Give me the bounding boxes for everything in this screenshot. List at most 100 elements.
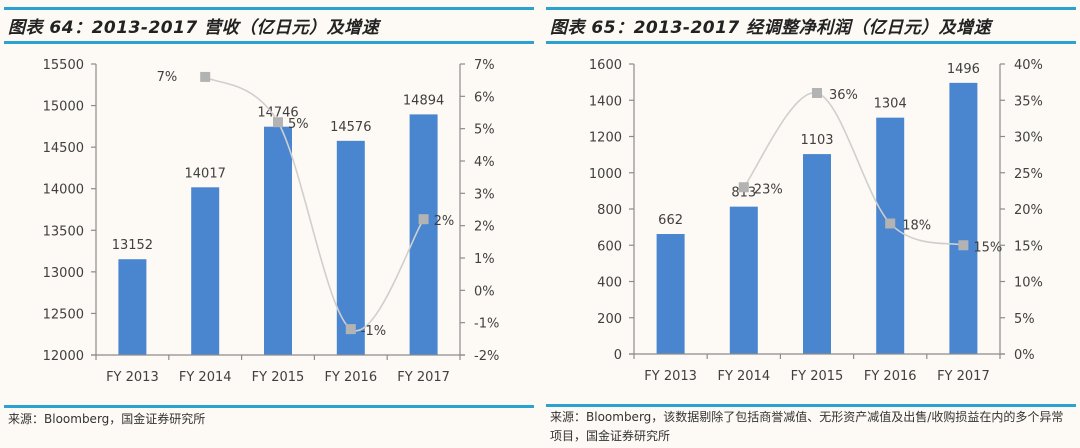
bar-value-label: 14017 <box>185 166 226 181</box>
left-axis-tick-label: 14000 <box>43 183 84 198</box>
left-axis-tick-label: 12000 <box>43 349 84 364</box>
right-axis-tick-label: 10% <box>1014 276 1043 291</box>
bar <box>803 154 831 354</box>
growth-marker <box>738 182 749 193</box>
left-axis-tick-label: 0 <box>614 348 622 363</box>
growth-marker <box>200 71 211 82</box>
left-axis-tick-label: 1200 <box>589 131 622 146</box>
left-axis-tick-label: 15000 <box>43 100 84 115</box>
bar-value-label: 662 <box>658 213 683 228</box>
title-rule-bottom <box>4 41 534 44</box>
source-rule <box>546 404 1076 407</box>
right-axis-tick-label: 15% <box>1014 239 1043 254</box>
bar <box>949 82 978 354</box>
left-axis-tick-label: 14500 <box>43 141 84 156</box>
growth-line <box>204 76 425 332</box>
bar-value-label: 1496 <box>947 62 980 77</box>
category-label: FY 2013 <box>644 369 697 384</box>
bar <box>409 114 438 355</box>
growth-value-label: 7% <box>157 70 178 85</box>
axes <box>91 63 465 360</box>
title-rule-top <box>546 7 1076 10</box>
growth-marker <box>812 88 822 98</box>
bar-value-label: 14894 <box>403 93 444 108</box>
right-axis-tick-label: 7% <box>474 58 495 73</box>
bar <box>876 117 905 355</box>
bar <box>729 206 758 354</box>
bar <box>118 259 147 355</box>
left-axis-tick-label: 1000 <box>589 167 622 182</box>
right-axis-tick-label: 2% <box>474 220 495 235</box>
axes <box>629 63 1005 359</box>
category-label: FY 2017 <box>937 369 990 384</box>
growth-marker <box>958 240 969 251</box>
source-rule <box>4 405 534 408</box>
category-label: FY 2016 <box>864 369 917 384</box>
category-label: FY 2013 <box>106 370 159 385</box>
right-axis-tick-label: 4% <box>474 155 495 170</box>
left-axis-tick-label: 15500 <box>43 58 84 73</box>
growth-value-label: 23% <box>754 182 783 197</box>
figure-64: 图表 64：2013-2017 营收（亿日元）及增速 13152 14017 147… <box>4 0 540 448</box>
right-axis-tick-label: 0% <box>474 284 495 299</box>
bar-value-label: 813 <box>731 186 756 201</box>
category-label: FY 2017 <box>397 370 450 385</box>
right-axis-tick-label: 0% <box>1014 348 1035 363</box>
growth-marker <box>345 324 356 335</box>
category-label: FY 2015 <box>252 370 305 385</box>
growth-value-label: 15% <box>973 240 1002 255</box>
category-label: FY 2016 <box>324 370 377 385</box>
left-axis-tick-label: 13000 <box>43 266 84 281</box>
growth-line <box>743 92 964 247</box>
source-note: 来源：Bloomberg，该数据剔除了包括商誉减值、无形资产减值及出售/收购损益… <box>550 410 1064 443</box>
growth-value-label: 36% <box>829 88 858 103</box>
bar-value-label: 14746 <box>257 106 298 121</box>
left-axis-tick-label: 400 <box>597 276 622 291</box>
net-profit-chart: 662 813 1103 1304 1496 0 200 400 600 800 1000 1200 1… <box>589 58 1043 384</box>
right-axis-tick-label: 6% <box>474 90 495 105</box>
category-label: FY 2014 <box>179 370 232 385</box>
left-axis-tick-label: 13500 <box>43 224 84 239</box>
bar-value-label: 1304 <box>874 97 907 112</box>
title-rule-top <box>4 7 534 10</box>
right-axis-tick-label: 35% <box>1014 94 1043 109</box>
right-axis-tick-label: 1% <box>474 252 495 267</box>
growth-marker <box>885 218 896 229</box>
right-axis-tick-label: 40% <box>1014 58 1043 73</box>
right-axis-tick-label: 25% <box>1014 167 1043 182</box>
revenue-chart: 13152 14017 14746 14576 14894 12000 12500 13000… <box>43 58 500 385</box>
right-axis-tick-label: 5% <box>474 123 495 138</box>
figure-title: 图表 64：2013-2017 营收（亿日元）及增速 <box>8 18 380 38</box>
left-axis-tick-label: 800 <box>597 203 622 218</box>
right-axis-tick-label: -1% <box>474 317 499 332</box>
category-label: FY 2014 <box>717 369 770 384</box>
left-axis-tick-label: 1600 <box>589 58 622 73</box>
right-axis-tick-label: 3% <box>474 187 495 202</box>
growth-marker <box>418 214 429 225</box>
right-axis-tick-label: 5% <box>1014 312 1035 327</box>
bar <box>191 187 220 355</box>
growth-value-label: -1% <box>361 324 386 339</box>
growth-marker <box>273 117 283 128</box>
figure-65: 图表 65：2013-2017 经调整净利润（亿日元）及增速 662 813 110… <box>546 0 1080 448</box>
bar <box>264 126 292 355</box>
right-axis-tick-label: -2% <box>474 349 499 364</box>
title-rule-bottom <box>546 41 1076 44</box>
growth-value-label: 2% <box>434 214 455 229</box>
left-axis-tick-label: 1400 <box>589 94 622 109</box>
bar <box>336 140 365 355</box>
category-label: FY 2015 <box>791 369 844 384</box>
source-note: 来源：Bloomberg，国金证券研究所 <box>8 412 206 426</box>
figure-title: 图表 65：2013-2017 经调整净利润（亿日元）及增速 <box>550 18 992 38</box>
growth-value-label: 5% <box>288 117 309 132</box>
right-axis-tick-label: 20% <box>1014 203 1043 218</box>
left-axis-tick-label: 200 <box>597 312 622 327</box>
right-axis-tick-label: 30% <box>1014 131 1043 146</box>
bar-value-label: 13152 <box>112 238 153 253</box>
left-axis-tick-label: 12500 <box>43 307 84 322</box>
bar-value-label: 14576 <box>330 120 371 135</box>
left-axis-tick-label: 600 <box>597 239 622 254</box>
bar-value-label: 1103 <box>800 133 833 148</box>
bar <box>656 234 685 354</box>
growth-value-label: 18% <box>902 219 931 234</box>
